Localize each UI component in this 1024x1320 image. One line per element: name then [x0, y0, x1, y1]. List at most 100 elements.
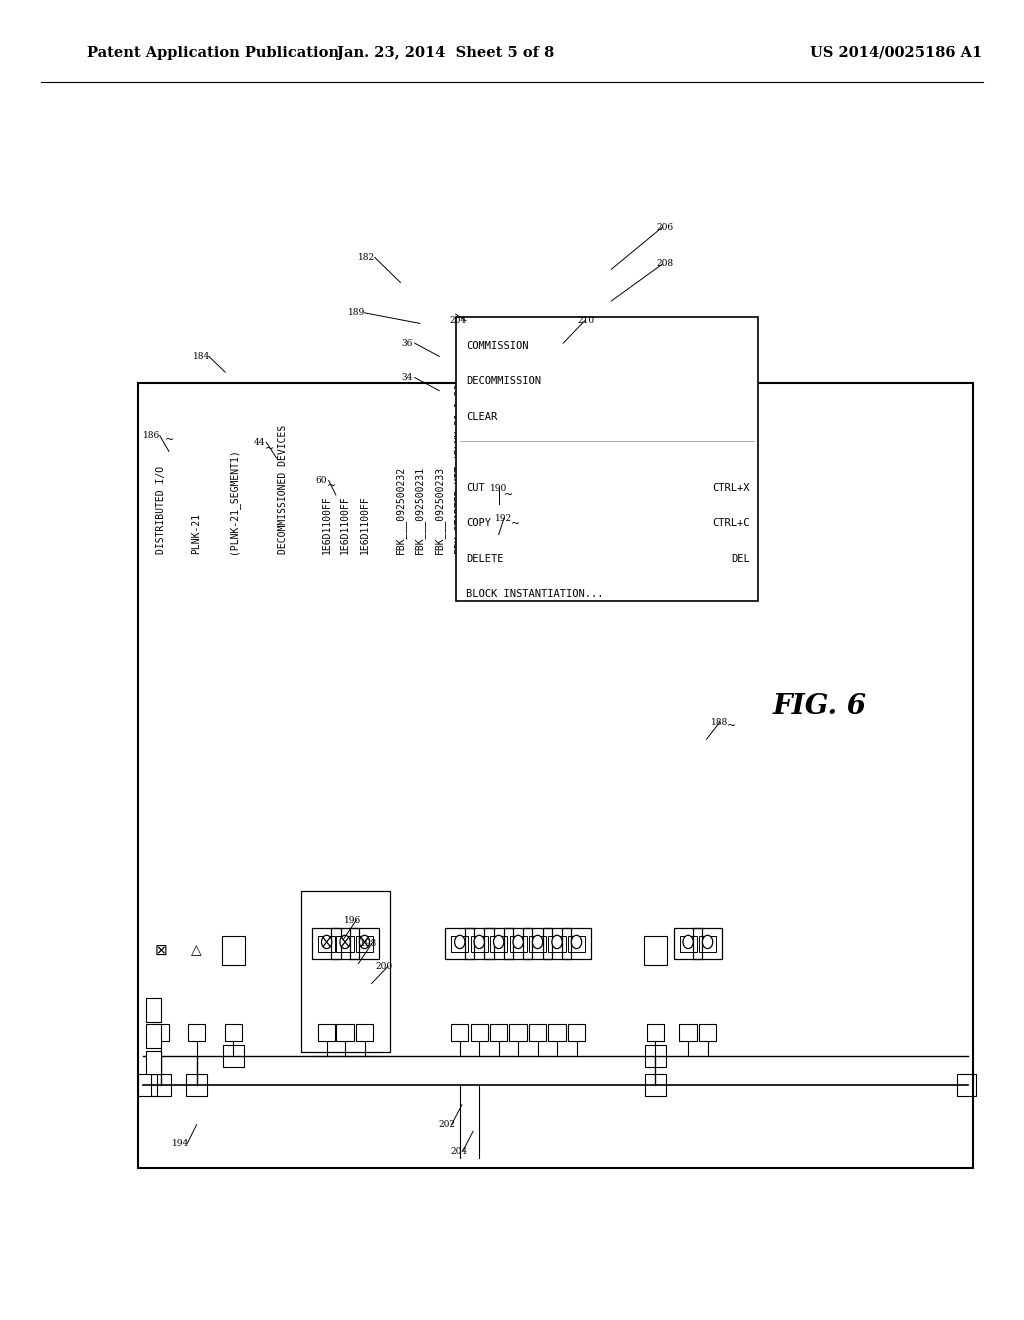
Bar [680, 936, 696, 952]
Text: DISTRIBUTED I/O: DISTRIBUTED I/O [156, 466, 166, 554]
Circle shape [322, 936, 332, 949]
Bar [549, 936, 565, 952]
Text: US 2014/0025186 A1: US 2014/0025186 A1 [810, 46, 982, 59]
Bar [523, 928, 552, 960]
Circle shape [474, 936, 484, 949]
Text: 189: 189 [348, 309, 365, 317]
Text: (PLNK-21_SEGMENT2): (PLNK-21_SEGMENT2) [650, 449, 660, 554]
Text: 202: 202 [438, 1121, 455, 1129]
Bar [312, 928, 341, 960]
Text: 186: 186 [143, 432, 160, 440]
Text: ~: ~ [726, 721, 736, 731]
Bar [146, 1024, 161, 1048]
Text: CLEAR: CLEAR [466, 412, 498, 422]
Bar [151, 1074, 171, 1096]
Bar [456, 317, 758, 601]
Text: 1E6D1100FF: 1E6D1100FF [322, 495, 332, 554]
Text: 36: 36 [401, 339, 414, 347]
Bar [146, 1051, 161, 1074]
Bar [188, 1024, 205, 1040]
Text: FIG. 6: FIG. 6 [772, 693, 866, 719]
Bar [543, 928, 571, 960]
Bar [471, 936, 487, 952]
Bar [693, 928, 722, 960]
Text: FBK STARTER KIT (PLNK-21_1_24): FBK STARTER KIT (PLNK-21_1_24) [513, 378, 523, 554]
Text: 44: 44 [253, 438, 265, 446]
Bar [457, 358, 757, 389]
Text: 1E6D1100FF: 1E6D1100FF [340, 495, 350, 554]
Bar [529, 936, 546, 952]
Bar [186, 1074, 207, 1096]
Text: 196: 196 [344, 916, 360, 924]
Text: ~: ~ [510, 519, 520, 529]
Text: COMMISSION: COMMISSION [466, 341, 528, 351]
Text: 206: 206 [656, 223, 673, 231]
Text: ~: ~ [264, 444, 274, 454]
Bar [152, 1024, 169, 1040]
Circle shape [455, 936, 465, 949]
Bar [445, 928, 474, 960]
Text: DEL: DEL [731, 553, 750, 564]
Text: DECOMMISSIONED DEVICES: DECOMMISSIONED DEVICES [278, 425, 288, 554]
Bar [222, 936, 245, 965]
Bar [350, 928, 379, 960]
Bar [568, 936, 585, 952]
Text: FBK STARTER KIT (PLNK-21_1_23): FBK STARTER KIT (PLNK-21_1_23) [494, 378, 504, 554]
Text: 1E6D1100FF: 1E6D1100FF [359, 495, 370, 554]
Bar [356, 936, 373, 952]
Text: FBK STARTER KIT (PLNK-21_2_21): FBK STARTER KIT (PLNK-21_2_21) [702, 378, 713, 554]
Text: Patent Application Publication: Patent Application Publication [87, 46, 339, 59]
Bar [223, 1045, 244, 1067]
Bar [645, 1074, 666, 1096]
Circle shape [683, 936, 693, 949]
Text: FBK STARTER KIT (PLNK-21_1_20): FBK STARTER KIT (PLNK-21_1_20) [455, 378, 465, 554]
Text: 204: 204 [451, 1147, 467, 1155]
Bar [562, 928, 591, 960]
Text: CTRL+C: CTRL+C [712, 519, 750, 528]
Bar [452, 936, 468, 952]
Text: (PLNK-21_SEGMENT1): (PLNK-21_SEGMENT1) [228, 449, 239, 554]
Text: ⊠: ⊠ [155, 942, 167, 958]
Bar [674, 928, 702, 960]
Text: COPY: COPY [466, 519, 490, 528]
Text: DECOMMISSION: DECOMMISSION [466, 376, 541, 387]
Text: FBK STARTER KIT (PLNK-21_2_20): FBK STARTER KIT (PLNK-21_2_20) [683, 378, 693, 554]
Bar [138, 1074, 157, 1096]
Bar [146, 998, 161, 1022]
Text: ~: ~ [327, 480, 337, 491]
Text: FBK STARTER KIT (PLNK-21_1_27): FBK STARTER KIT (PLNK-21_1_27) [571, 378, 582, 554]
Text: 182: 182 [358, 253, 375, 261]
Text: FBK STARTER KIT (PLNK-21_1_25): FBK STARTER KIT (PLNK-21_1_25) [532, 378, 543, 554]
Text: FBK___092500233: FBK___092500233 [434, 466, 444, 554]
Bar [301, 891, 390, 1052]
Text: 184: 184 [194, 352, 210, 360]
Bar [225, 1024, 242, 1040]
Text: 60: 60 [315, 477, 328, 484]
Bar [529, 1024, 547, 1040]
Text: 188: 188 [712, 718, 728, 726]
Bar [647, 1024, 665, 1040]
Bar [504, 928, 532, 960]
Text: Jan. 23, 2014  Sheet 5 of 8: Jan. 23, 2014 Sheet 5 of 8 [337, 46, 554, 59]
Bar [337, 936, 353, 952]
Text: 34: 34 [401, 374, 414, 381]
Circle shape [571, 936, 582, 949]
Bar [451, 1024, 469, 1040]
Bar [331, 928, 359, 960]
Bar [699, 936, 716, 952]
Text: ~: ~ [165, 434, 175, 445]
Circle shape [494, 936, 504, 949]
Text: 194: 194 [172, 1139, 188, 1147]
Bar [510, 936, 526, 952]
Circle shape [532, 936, 543, 949]
Bar [510, 1024, 526, 1040]
Text: 204: 204 [450, 317, 466, 325]
Circle shape [359, 936, 370, 949]
Text: ~: ~ [504, 490, 514, 500]
Text: 198: 198 [360, 940, 377, 948]
Bar [957, 1074, 976, 1096]
Bar [489, 1024, 508, 1040]
Bar [484, 928, 513, 960]
Bar [644, 936, 667, 965]
Bar [567, 1024, 586, 1040]
